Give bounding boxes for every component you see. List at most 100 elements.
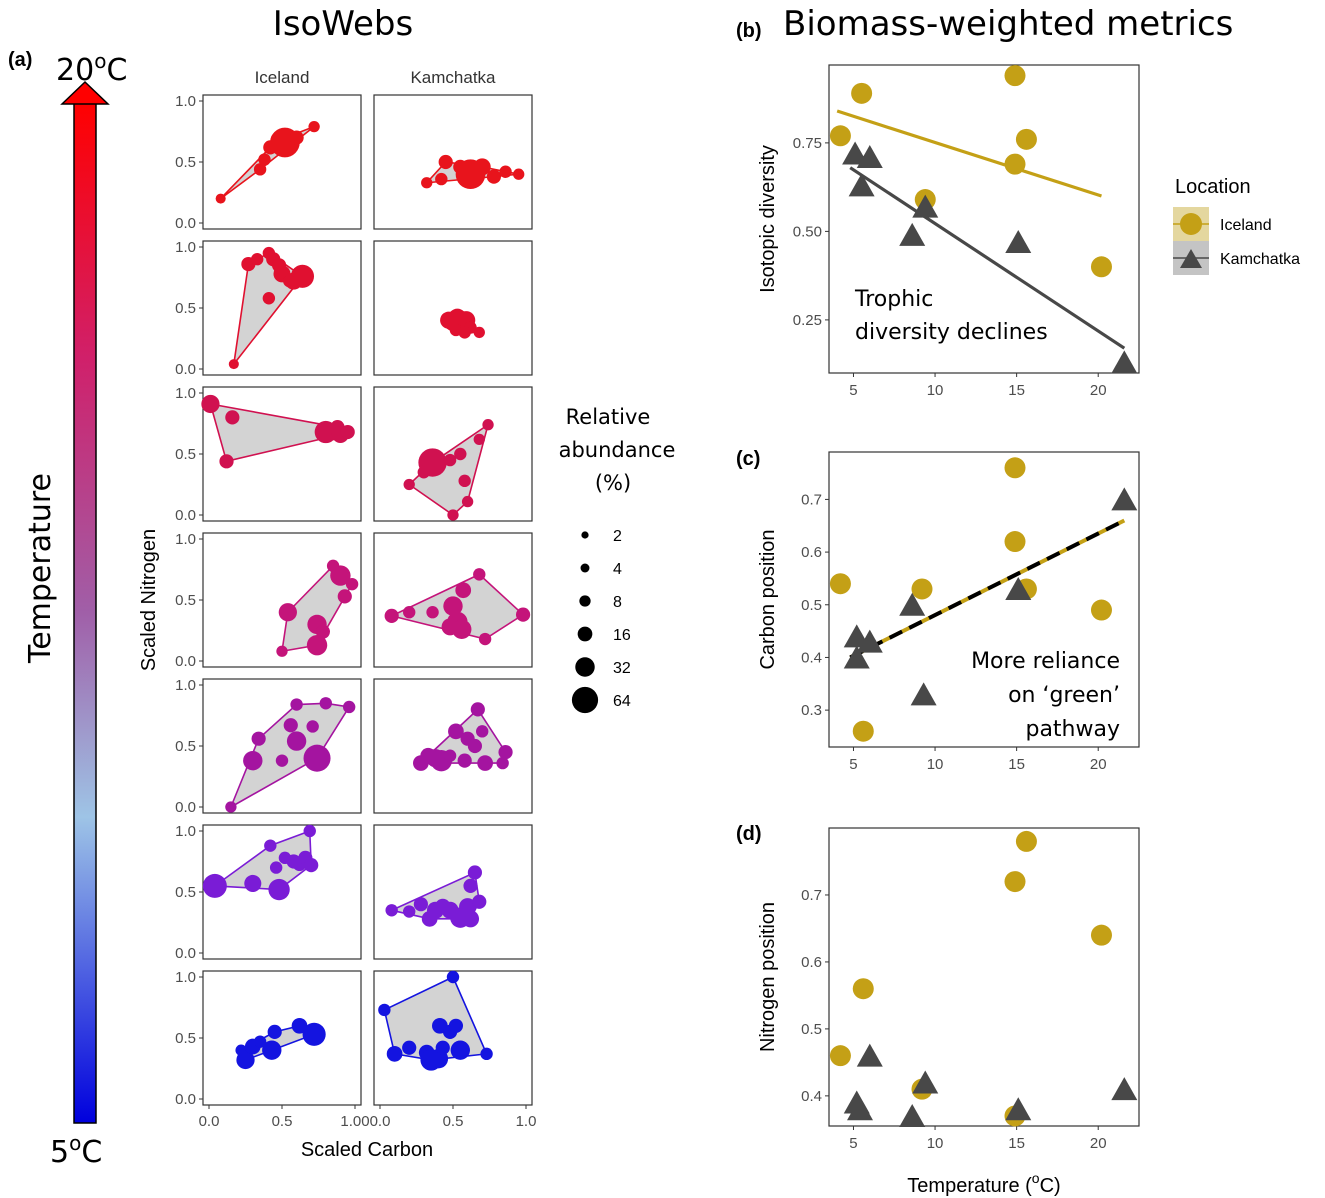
panel-b-annotation-2: diversity declines [855, 320, 1048, 345]
panel-c-point-iceland-1 [829, 573, 851, 595]
column-label-iceland: Iceland [255, 68, 310, 87]
isoweb-point-iceland-7-4 [253, 1035, 267, 1048]
panel-d-ylabel: Nitrogen position [757, 902, 779, 1052]
isoweb-xtick-label-iceland-1: 0.5 [272, 1113, 293, 1130]
isoweb-ytick-label-1-1: 0.5 [175, 154, 196, 171]
location-legend: Location Iceland Kamchatka [1173, 176, 1300, 275]
panel-d-point-kamchatka-7 [1111, 1077, 1138, 1101]
temperature-arrow [60, 80, 110, 1124]
abundance-key-2 [581, 531, 589, 539]
isoweb-point-kamchatka-3-8 [473, 433, 485, 446]
panel-b-ytick-label-2: 0.75 [793, 135, 822, 152]
isoweb-ytick-label-2-0: 0.0 [175, 361, 196, 378]
panel-d-point-kamchatka-3 [856, 1043, 883, 1067]
isoweb-point-kamchatka-6-1 [385, 904, 398, 917]
temp-low-label: 5oC [50, 1131, 102, 1170]
isoweb-point-kamchatka-3-7 [461, 495, 474, 508]
panel-c-point-kamchatka-5 [910, 682, 937, 706]
panel-c-ytick-label-3: 0.6 [801, 544, 822, 561]
abundance-key-label-4: 4 [613, 561, 622, 578]
isoweb-xtick-label-iceland-0: 0.0 [199, 1113, 220, 1130]
isoweb-point-kamchatka-5-6 [448, 723, 464, 740]
isoweb-point-kamchatka-4-8 [455, 582, 472, 599]
isoweb-point-kamchatka-5-13 [498, 745, 513, 760]
isoweb-point-kamchatka-5-9 [470, 702, 485, 717]
panel-b-annotation-1: Trophic [854, 287, 933, 312]
isoweb-panel-iceland-7 [202, 970, 362, 1106]
panel-d-point-iceland-4 [1004, 871, 1026, 893]
isoweb-panel-iceland-1 [202, 94, 362, 230]
isoweb-point-kamchatka-4-11 [515, 607, 531, 622]
isoweb-xtick-label-kamchatka-2: 1.0 [516, 1113, 537, 1130]
panel-c-ytick-label-0: 0.3 [801, 702, 822, 719]
isoweb-point-iceland-7-5 [262, 1040, 282, 1060]
isoweb-point-iceland-5-1 [225, 801, 237, 813]
isoweb-point-kamchatka-6-10 [463, 878, 478, 893]
isoweb-point-iceland-2-11 [283, 274, 296, 288]
isoweb-point-kamchatka-3-10 [458, 474, 471, 488]
panel-d-point-iceland-1 [829, 1045, 851, 1067]
isoweb-point-iceland-1-7 [289, 130, 304, 145]
temperature-axis-label: Temperature [23, 473, 58, 664]
panel-b-point-kamchatka-1 [842, 141, 869, 165]
isoweb-point-iceland-7-8 [302, 1022, 326, 1046]
isoweb-point-kamchatka-6-12 [472, 894, 487, 909]
isoweb-point-kamchatka-1-9 [513, 168, 525, 180]
isoweb-ytick-label-2-1: 0.5 [175, 300, 196, 317]
panel-b-ytick-label-0: 0.25 [793, 312, 822, 329]
panel-b-point-iceland-1 [829, 125, 851, 147]
isoweb-point-iceland-1-2 [253, 163, 267, 176]
isoweb-point-iceland-2-3 [250, 253, 264, 266]
isoweb-point-iceland-5-9 [303, 744, 331, 772]
isoweb-point-iceland-6-3 [264, 839, 277, 852]
panel-c-annotation-2: on ‘green’ [1008, 683, 1120, 708]
isoweb-point-kamchatka-3-4 [443, 453, 457, 467]
panel-d-ytick-label-3: 0.7 [801, 887, 822, 904]
isoweb-point-iceland-6-11 [303, 824, 316, 838]
isoweb-point-iceland-6-5 [268, 878, 290, 901]
isoweb-ytick-label-3-2: 1.0 [175, 385, 196, 402]
isoweb-point-kamchatka-1-1 [421, 177, 433, 189]
panel-c-xtick-label-20: 20 [1090, 756, 1107, 773]
panel-d-point-kamchatka-2 [847, 1097, 873, 1121]
panel-b-point-iceland-2 [851, 82, 873, 104]
panel-b-point-iceland-6 [1004, 153, 1026, 175]
isowebs-grid: Iceland Kamchatka 0.0 0.5 1.0 0.0 0.5 1.0 0.0 0.5… [175, 68, 536, 1130]
panel-b-point-kamchatka-5 [899, 222, 926, 246]
temp-high-label: 20oC [56, 49, 127, 88]
panel-c-xtick-label-5: 5 [849, 756, 857, 773]
panel-c-annotation-1: More reliance [971, 649, 1120, 674]
isoweb-ytick-label-7-0: 0.0 [175, 1091, 196, 1108]
panel-b-point-kamchatka-3 [848, 173, 875, 197]
isoweb-point-kamchatka-1-3 [438, 154, 453, 170]
isoweb-xtick-label-kamchatka-0: 0.0 [370, 1113, 391, 1130]
abundance-key-label-16: 16 [613, 627, 631, 644]
panel-b-frame [828, 64, 1140, 374]
panel-b-point-iceland-4 [1004, 65, 1026, 87]
panel-c-ytick-label-4: 0.7 [801, 491, 822, 508]
panel-b-xtick-label-5: 5 [849, 382, 857, 399]
panel-c-point-kamchatka-7 [1111, 487, 1138, 511]
isoweb-point-kamchatka-6-2 [403, 905, 416, 918]
isoweb-point-kamchatka-7-3 [402, 1040, 417, 1055]
isoweb-point-kamchatka-3-5 [454, 447, 467, 461]
isoweb-point-iceland-4-5 [337, 589, 352, 604]
panel-d-point-iceland-2 [852, 978, 874, 1000]
abundance-key-4 [580, 563, 590, 573]
panel-c-annotation-3: pathway [1025, 717, 1120, 742]
isoweb-ytick-label-5-1: 0.5 [175, 738, 196, 755]
abundance-legend: Relative abundance (%) 2 4 8 16 32 64 [559, 405, 675, 714]
isoweb-point-iceland-2-9 [290, 264, 315, 288]
panel-c-point-iceland-7 [1090, 599, 1112, 621]
isoweb-point-kamchatka-3-6 [447, 509, 459, 521]
panel-b-label: (b) [736, 20, 762, 42]
isoweb-point-kamchatka-6-11 [467, 865, 482, 880]
isoweb-point-iceland-3-1 [201, 394, 220, 414]
column-label-kamchatka: Kamchatka [410, 68, 496, 87]
panel-b-ytick-label-1: 0.50 [793, 223, 822, 240]
scaled-carbon-label: Scaled Carbon [301, 1139, 433, 1161]
isoweb-point-kamchatka-3-1 [403, 478, 415, 491]
isoweb-point-kamchatka-5-11 [457, 753, 472, 768]
panel-c-ytick-label-2: 0.5 [801, 597, 822, 614]
isoweb-ytick-label-6-1: 0.5 [175, 884, 196, 901]
